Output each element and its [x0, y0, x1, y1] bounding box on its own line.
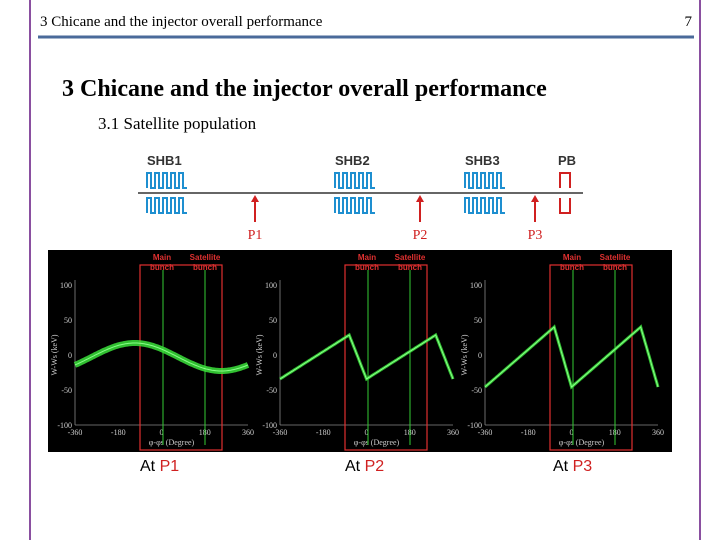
point-label: P3: [528, 228, 543, 243]
cavity-wave: [146, 197, 187, 214]
x-axis-label: φ-φs (Degree): [354, 438, 400, 447]
y-tick-label: -100: [467, 421, 482, 430]
page-number: 7: [685, 14, 693, 30]
main-label: bunch: [150, 263, 174, 272]
cavity-wave: [559, 172, 571, 188]
satellite-label: bunch: [193, 263, 217, 272]
arrow-head: [531, 195, 539, 202]
cavity-wave: [464, 197, 505, 214]
x-tick-label: 360: [447, 428, 459, 437]
x-tick-label: 360: [652, 428, 664, 437]
y-tick-label: 100: [265, 281, 277, 290]
y-axis-label: W-Ws (keV): [50, 334, 59, 375]
caption-point: P2: [365, 458, 385, 475]
y-tick-label: -100: [57, 421, 72, 430]
caption-prefix: At: [553, 458, 569, 475]
satellite-label: bunch: [398, 263, 422, 272]
y-tick-label: 100: [470, 281, 482, 290]
cavity-label: SHB2: [335, 153, 370, 168]
x-tick-label: -360: [273, 428, 288, 437]
x-tick-label: -180: [316, 428, 331, 437]
main-label: bunch: [560, 263, 584, 272]
caption-point: P3: [573, 458, 593, 475]
cavity-label: PB: [558, 153, 576, 168]
y-tick-label: 50: [64, 316, 72, 325]
plot-background: [48, 250, 672, 452]
caption: At P3: [553, 458, 592, 475]
y-tick-label: 50: [269, 316, 277, 325]
heading: 3 Chicane and the injector overall perfo…: [62, 76, 547, 102]
phase-trace: [279, 334, 454, 380]
x-tick-label: -180: [521, 428, 536, 437]
satellite-label: Satellite: [395, 253, 426, 262]
phase-trace: [484, 326, 659, 388]
y-tick-label: 50: [474, 316, 482, 325]
bunch-box: [549, 264, 633, 451]
main-label: Main: [153, 253, 171, 262]
main-label: Main: [563, 253, 581, 262]
subheading: 3.1 Satellite population: [98, 114, 257, 133]
bunch-box: [344, 264, 428, 451]
x-axis-label: φ-φs (Degree): [149, 438, 195, 447]
cavity-wave: [334, 172, 375, 189]
cavity-wave: [559, 198, 571, 214]
y-tick-label: 0: [478, 351, 482, 360]
phase-trace: [74, 342, 249, 372]
x-tick-label: -360: [68, 428, 83, 437]
x-tick-label: 360: [242, 428, 254, 437]
x-axis-label: φ-φs (Degree): [559, 438, 605, 447]
y-axis-label: W-Ws (keV): [460, 334, 469, 375]
y-tick-label: 0: [273, 351, 277, 360]
y-tick-label: -50: [61, 386, 72, 395]
x-tick-label: -360: [478, 428, 493, 437]
x-tick-label: 0: [570, 428, 574, 437]
caption-prefix: At: [345, 458, 361, 475]
x-tick-label: -180: [111, 428, 126, 437]
cavity-label: SHB3: [465, 153, 500, 168]
arrow-head: [251, 195, 259, 202]
y-tick-label: -50: [266, 386, 277, 395]
arrow-head: [416, 195, 424, 202]
cavity-wave: [146, 172, 187, 189]
cavity-wave: [334, 197, 375, 214]
y-tick-label: 100: [60, 281, 72, 290]
main-label: Main: [358, 253, 376, 262]
caption: At P2: [345, 458, 384, 475]
x-tick-label: 0: [365, 428, 369, 437]
satellite-label: Satellite: [190, 253, 221, 262]
y-axis-label: W-Ws (keV): [255, 334, 264, 375]
y-tick-label: -50: [471, 386, 482, 395]
cavity-label: SHB1: [147, 153, 182, 168]
x-tick-label: 0: [160, 428, 164, 437]
point-label: P2: [413, 228, 428, 243]
y-tick-label: 0: [68, 351, 72, 360]
cavity-wave: [464, 172, 505, 189]
caption-prefix: At: [140, 458, 156, 475]
header-title: 3 Chicane and the injector overall perfo…: [40, 14, 323, 30]
main-label: bunch: [355, 263, 379, 272]
caption-point: P1: [160, 458, 180, 475]
point-label: P1: [248, 228, 263, 243]
caption: At P1: [140, 458, 179, 475]
satellite-label: bunch: [603, 263, 627, 272]
y-tick-label: -100: [262, 421, 277, 430]
bunch-box: [139, 264, 223, 451]
satellite-label: Satellite: [600, 253, 631, 262]
